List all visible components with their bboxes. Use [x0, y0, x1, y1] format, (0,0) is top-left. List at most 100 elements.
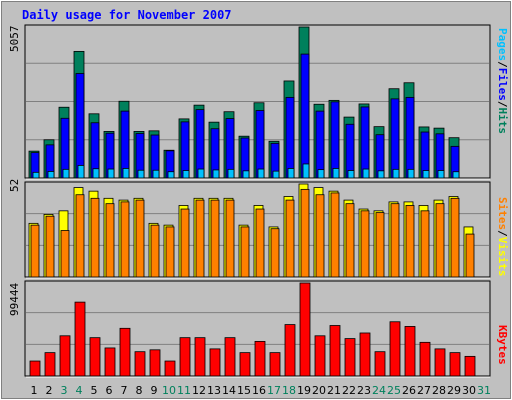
bar-files	[285, 96, 295, 179]
x-tick-label: 28	[432, 384, 446, 397]
x-tick-label: 10	[162, 384, 176, 397]
bar-kbytes	[29, 360, 41, 377]
x-tick-label: 1	[31, 384, 38, 397]
bar-sites	[210, 199, 220, 278]
bar-sites	[240, 226, 250, 278]
bar-pages	[392, 168, 400, 179]
bar-sites	[45, 215, 55, 278]
x-tick-label: 20	[312, 384, 326, 397]
bar-kbytes	[434, 348, 446, 377]
x-tick-label: 7	[121, 384, 128, 397]
x-tick-label: 9	[151, 384, 158, 397]
bar-sites	[150, 224, 160, 278]
legend-kbytes: KBytes	[496, 325, 509, 365]
x-tick-label: 5	[91, 384, 98, 397]
bar-files	[300, 53, 310, 179]
bar-files	[315, 110, 325, 179]
bar-pages	[77, 165, 85, 179]
bar-sites	[315, 194, 325, 278]
x-tick-label: 31	[477, 384, 491, 397]
legend-sep-1: /	[496, 61, 509, 68]
bar-sites	[360, 210, 370, 278]
legend-pages: Pages	[496, 28, 509, 61]
y-max-label-kbytes: 99444	[8, 283, 21, 316]
legend-sites-visits: Sites/Visits	[496, 197, 509, 277]
bar-pages	[362, 168, 370, 179]
bar-files	[405, 96, 415, 179]
bar-sites	[420, 210, 430, 278]
bar-sites	[180, 208, 190, 278]
bar-sites	[390, 203, 400, 278]
bar-pages	[167, 171, 175, 179]
bar-kbytes	[449, 352, 461, 377]
bar-files	[195, 109, 205, 179]
x-tick-label: 25	[387, 384, 401, 397]
bar-sites	[30, 224, 40, 278]
bar-kbytes	[269, 352, 281, 377]
bar-pages	[257, 168, 265, 179]
x-tick-label: 23	[357, 384, 371, 397]
bar-sites	[375, 212, 385, 278]
bar-kbytes	[179, 337, 191, 377]
bar-sites	[285, 199, 295, 278]
x-tick-label: 2	[46, 384, 53, 397]
bar-kbytes	[314, 335, 326, 377]
bar-sites	[75, 194, 85, 278]
bar-sites	[345, 203, 355, 278]
bar-kbytes	[254, 340, 266, 377]
x-tick-label: 27	[417, 384, 431, 397]
bar-kbytes	[104, 347, 116, 377]
bar-files	[390, 98, 400, 179]
bar-files	[345, 123, 355, 179]
x-tick-label: 21	[327, 384, 341, 397]
x-tick-label: 26	[402, 384, 416, 397]
x-tick-label: 3	[61, 384, 68, 397]
legend-sep-3: /	[496, 230, 509, 237]
x-tick-label: 16	[252, 384, 266, 397]
legend-hits-files-pages: Pages/Files/Hits	[496, 28, 509, 134]
bar-kbytes	[149, 349, 161, 377]
bar-pages	[197, 168, 205, 179]
x-tick-label: 12	[192, 384, 206, 397]
bar-pages	[452, 171, 460, 179]
bar-kbytes	[329, 325, 341, 377]
bar-kbytes	[404, 326, 416, 377]
bar-pages	[62, 168, 70, 179]
bar-kbytes	[239, 352, 251, 377]
bar-kbytes	[374, 351, 386, 377]
bar-pages	[287, 168, 295, 179]
x-tick-label: 8	[136, 384, 143, 397]
bar-pages	[422, 170, 430, 179]
bar-kbytes	[359, 332, 371, 377]
x-tick-label: 15	[237, 384, 251, 397]
bar-kbytes	[89, 337, 101, 377]
x-tick-label: 22	[342, 384, 356, 397]
bar-files	[360, 106, 370, 179]
x-tick-label: 30	[462, 384, 476, 397]
bar-sites	[120, 201, 130, 278]
bar-sites	[90, 197, 100, 278]
bar-pages	[152, 169, 160, 179]
bar-kbytes	[284, 324, 296, 377]
legend-visits: Visits	[496, 237, 509, 277]
bar-kbytes	[134, 351, 146, 377]
bar-kbytes	[164, 360, 176, 377]
bar-sites	[225, 199, 235, 278]
bar-kbytes	[59, 335, 71, 377]
bar-sites	[450, 197, 460, 278]
bar-kbytes	[119, 327, 131, 377]
bar-sites	[465, 233, 475, 278]
bar-sites	[135, 199, 145, 278]
bar-kbytes	[344, 338, 356, 377]
x-tick-label: 6	[106, 384, 113, 397]
bar-pages	[137, 169, 145, 179]
bar-sites	[255, 208, 265, 278]
x-tick-label: 11	[177, 384, 191, 397]
bar-pages	[107, 168, 115, 179]
bar-kbytes	[299, 282, 311, 377]
legend-sep-2: /	[496, 101, 509, 108]
bar-files	[75, 73, 85, 179]
bar-pages	[122, 168, 130, 179]
bar-sites	[435, 203, 445, 278]
bar-sites	[405, 205, 415, 278]
